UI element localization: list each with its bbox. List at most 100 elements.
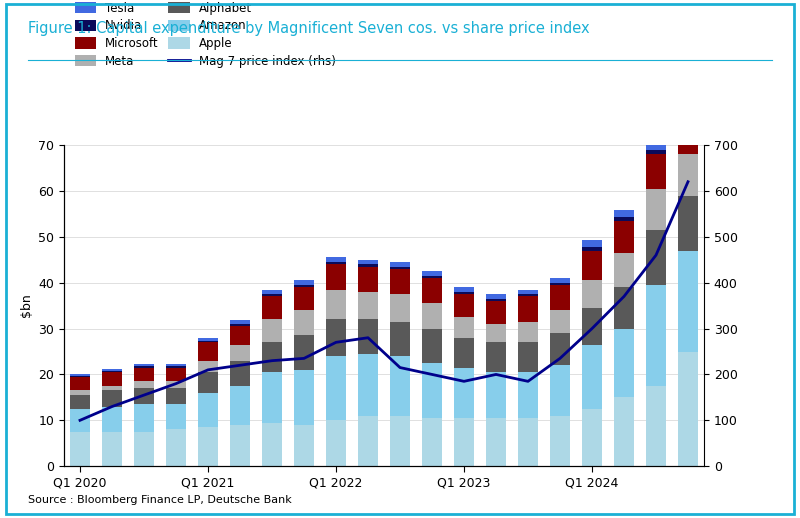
Bar	[134, 368, 154, 381]
Bar	[486, 299, 506, 301]
Bar	[70, 409, 90, 432]
Bar	[486, 342, 506, 372]
Bar	[582, 280, 602, 308]
Bar	[614, 253, 634, 287]
Bar	[230, 386, 250, 425]
Bar	[358, 267, 378, 292]
Bar	[102, 391, 122, 407]
Bar	[582, 308, 602, 344]
Bar	[422, 363, 442, 418]
Bar	[582, 344, 602, 409]
Bar	[646, 386, 666, 466]
Bar	[326, 290, 346, 320]
Bar	[422, 304, 442, 328]
Bar	[486, 294, 506, 299]
Bar	[454, 317, 474, 338]
Bar	[678, 118, 698, 154]
Bar	[550, 333, 570, 365]
Bar	[134, 432, 154, 466]
Bar	[262, 423, 282, 466]
Bar	[390, 322, 410, 356]
Bar	[294, 425, 314, 466]
Bar	[550, 285, 570, 310]
Bar	[614, 217, 634, 221]
Bar	[614, 397, 634, 466]
Bar	[294, 370, 314, 425]
Bar	[422, 276, 442, 278]
Bar	[582, 247, 602, 251]
Bar	[518, 294, 538, 296]
Bar	[294, 287, 314, 310]
Bar	[358, 260, 378, 264]
Bar	[358, 354, 378, 416]
Bar	[358, 416, 378, 466]
Bar	[582, 409, 602, 466]
Bar	[230, 324, 250, 326]
Bar	[102, 386, 122, 391]
Bar	[486, 372, 506, 418]
Bar	[166, 404, 186, 429]
Bar	[646, 285, 666, 386]
Bar	[518, 342, 538, 372]
Bar	[454, 287, 474, 292]
Bar	[422, 328, 442, 363]
Bar	[550, 283, 570, 285]
Bar	[70, 395, 90, 409]
Bar	[294, 336, 314, 370]
Bar	[614, 221, 634, 253]
Bar	[678, 104, 698, 113]
Bar	[262, 372, 282, 423]
Bar	[582, 251, 602, 280]
Bar	[70, 432, 90, 466]
Bar	[198, 361, 218, 372]
Bar	[326, 264, 346, 290]
Bar	[646, 189, 666, 230]
Bar	[70, 377, 90, 391]
Bar	[486, 301, 506, 324]
Bar	[166, 388, 186, 404]
Bar	[550, 416, 570, 466]
Bar	[134, 381, 154, 388]
Bar	[262, 296, 282, 320]
Bar	[134, 404, 154, 432]
Y-axis label: $bn: $bn	[20, 294, 33, 318]
Bar	[134, 388, 154, 404]
Bar	[550, 365, 570, 416]
Bar	[326, 356, 346, 420]
Bar	[454, 338, 474, 368]
Bar	[198, 341, 218, 342]
Bar	[166, 364, 186, 366]
Bar	[454, 294, 474, 317]
Bar	[102, 369, 122, 371]
Bar	[422, 278, 442, 304]
Bar	[678, 154, 698, 195]
Bar	[70, 391, 90, 395]
Bar	[358, 264, 378, 267]
Bar	[70, 373, 90, 376]
Bar	[518, 372, 538, 418]
Bar	[358, 320, 378, 354]
Bar	[230, 425, 250, 466]
Bar	[326, 257, 346, 262]
Bar	[134, 364, 154, 366]
Bar	[422, 418, 442, 466]
Bar	[230, 361, 250, 386]
Bar	[294, 285, 314, 287]
Bar	[262, 290, 282, 294]
Bar	[646, 154, 666, 189]
Bar	[486, 418, 506, 466]
Bar	[198, 372, 218, 393]
Bar	[358, 292, 378, 320]
Bar	[102, 372, 122, 386]
Bar	[614, 210, 634, 217]
Bar	[230, 320, 250, 324]
Bar	[390, 416, 410, 466]
Bar	[102, 407, 122, 432]
Text: Source : Bloomberg Finance LP, Deutsche Bank: Source : Bloomberg Finance LP, Deutsche …	[28, 495, 292, 505]
Bar	[326, 320, 346, 356]
Bar	[230, 326, 250, 344]
Bar	[454, 418, 474, 466]
Bar	[390, 356, 410, 416]
Bar	[518, 418, 538, 466]
Bar	[550, 278, 570, 283]
